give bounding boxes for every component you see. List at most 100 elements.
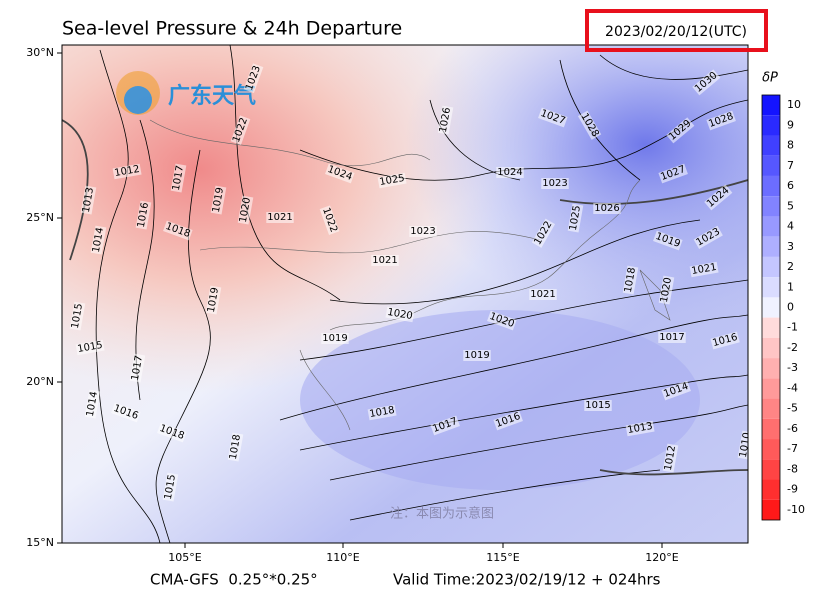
colorbar-tick-label: -3 [787, 361, 798, 374]
colorbar-tick-label: -2 [787, 341, 798, 354]
isobar-label: 1019 [211, 187, 226, 214]
colorbar-cell [762, 175, 780, 197]
colorbar-cell [762, 115, 780, 136]
colorbar-tick-label: -6 [787, 422, 798, 435]
isobar-label-bg [367, 404, 397, 421]
colorbar-tick-label: 4 [787, 220, 794, 233]
isobar-label-bg [409, 226, 437, 237]
colorbar-tick-label: 3 [787, 240, 794, 253]
colorbar-cell [762, 236, 780, 257]
isobar-label: 1013 [627, 421, 654, 436]
isobar-label: 1019 [206, 287, 221, 314]
brand-watermark: 广东天气 [168, 83, 256, 109]
colorbar-tick-label: 7 [787, 159, 794, 172]
note-watermark: 注：本图为示意图 [390, 506, 494, 522]
colorbar-cell [762, 155, 780, 176]
isobar-label: 1025 [379, 173, 406, 188]
isobar-label-bg [529, 289, 557, 300]
isobar-label-bg [325, 163, 355, 184]
isobar-label-bg [111, 402, 141, 423]
colorbar-tick-label: 5 [787, 199, 794, 212]
colorbar-cell [762, 256, 780, 278]
isobar-label: 1012 [663, 445, 678, 472]
isobar-label-bg [162, 472, 179, 502]
isobar-label-bg [69, 301, 86, 331]
isobar-label-bg [704, 184, 733, 211]
isobar-label: 1017 [171, 165, 186, 192]
isobar-label-bg [693, 225, 723, 250]
colorbar-tick-label: -4 [787, 381, 798, 394]
isobar-label-bg [227, 432, 244, 462]
lon-label: 110°E [326, 551, 359, 564]
colorbar-cell [762, 337, 780, 359]
isobar-label-bg [577, 110, 602, 140]
colorbar-cell [762, 439, 780, 460]
colorbar-tick-label: -7 [787, 442, 798, 455]
isobar-label-bg [385, 306, 415, 323]
isobar-label: 1019 [322, 333, 347, 344]
isobar-label-bg [84, 389, 101, 419]
isobar-label: 1020 [238, 197, 253, 224]
isobar-label-bg [135, 200, 152, 230]
isobar-label: 1020 [659, 277, 674, 304]
isobar-label-bg [319, 205, 340, 235]
isobar-label-bg [371, 255, 399, 266]
isobar-label: 1026 [594, 203, 619, 214]
isobar-label: 1024 [497, 167, 522, 178]
isobar-label-bg [437, 105, 454, 135]
colorbar-cell [762, 317, 780, 338]
watermark [116, 71, 160, 115]
isobar-label: 1010 [738, 432, 753, 459]
isobar-label-bg [237, 195, 254, 225]
colorbar-cell [762, 459, 780, 480]
isobar-label-bg [584, 400, 612, 411]
isobar-label-bg [658, 275, 675, 305]
colorbar-tick-label: 0 [787, 301, 794, 314]
isobar-label: 1017 [130, 355, 145, 382]
isobar-label-bg [658, 163, 688, 184]
isobar-label-bg [706, 110, 736, 131]
isobar-label: 1012 [114, 164, 141, 179]
colorbar-tick-label: -5 [787, 402, 798, 415]
isobar-label-bg [531, 218, 556, 248]
colorbar-cell [762, 499, 780, 520]
axes: 30°N 25°N 20°N 15°N 105°E 110°E 115°E 120°E [26, 46, 679, 564]
lat-label: 20°N [26, 375, 54, 388]
colorbar-tick-label: 6 [787, 179, 794, 192]
isobar-label: 1025 [568, 205, 583, 232]
isobar-label: 1017 [659, 332, 684, 343]
isobar-label: 1018 [623, 267, 638, 294]
isobar-label: 1014 [91, 227, 106, 254]
colorbar-cell [762, 216, 780, 237]
colorbar-cell [762, 196, 780, 217]
colorbar-cell [762, 277, 780, 298]
isobar-label: 1018 [369, 405, 396, 420]
title: Sea-level Pressure & 24h Departure [62, 18, 402, 40]
isobar-label: 1013 [81, 187, 96, 214]
isobar-label-bg [493, 410, 523, 431]
lat-label: 15°N [26, 536, 54, 549]
isobar-label: 1021 [691, 262, 718, 277]
isobar-label-bg [487, 310, 517, 331]
isobar-label-bg [90, 225, 107, 255]
isobar-label-bg [321, 333, 349, 344]
colorbar-tick-label: -8 [787, 462, 798, 475]
isobar-label: 1020 [386, 307, 413, 322]
lat-label: 25°N [26, 211, 54, 224]
isobar-label: 1015 [77, 340, 104, 355]
isobar-label-bg [689, 261, 719, 278]
colorbar-cell [762, 95, 780, 116]
colorbar-tick-label: -9 [787, 483, 798, 496]
isobar-label-bg [710, 331, 740, 350]
colorbar-cell [762, 297, 780, 318]
isobar-label: 1021 [372, 255, 397, 266]
colorbar-cell [762, 479, 780, 500]
isobar-label-bg [243, 63, 264, 93]
isobar-label-bg [661, 380, 691, 401]
isobar-label-bg [80, 185, 97, 215]
isobar-label: 1014 [85, 391, 100, 418]
isobar-label: 1023 [410, 226, 435, 237]
isobar-label-bg [157, 422, 187, 443]
